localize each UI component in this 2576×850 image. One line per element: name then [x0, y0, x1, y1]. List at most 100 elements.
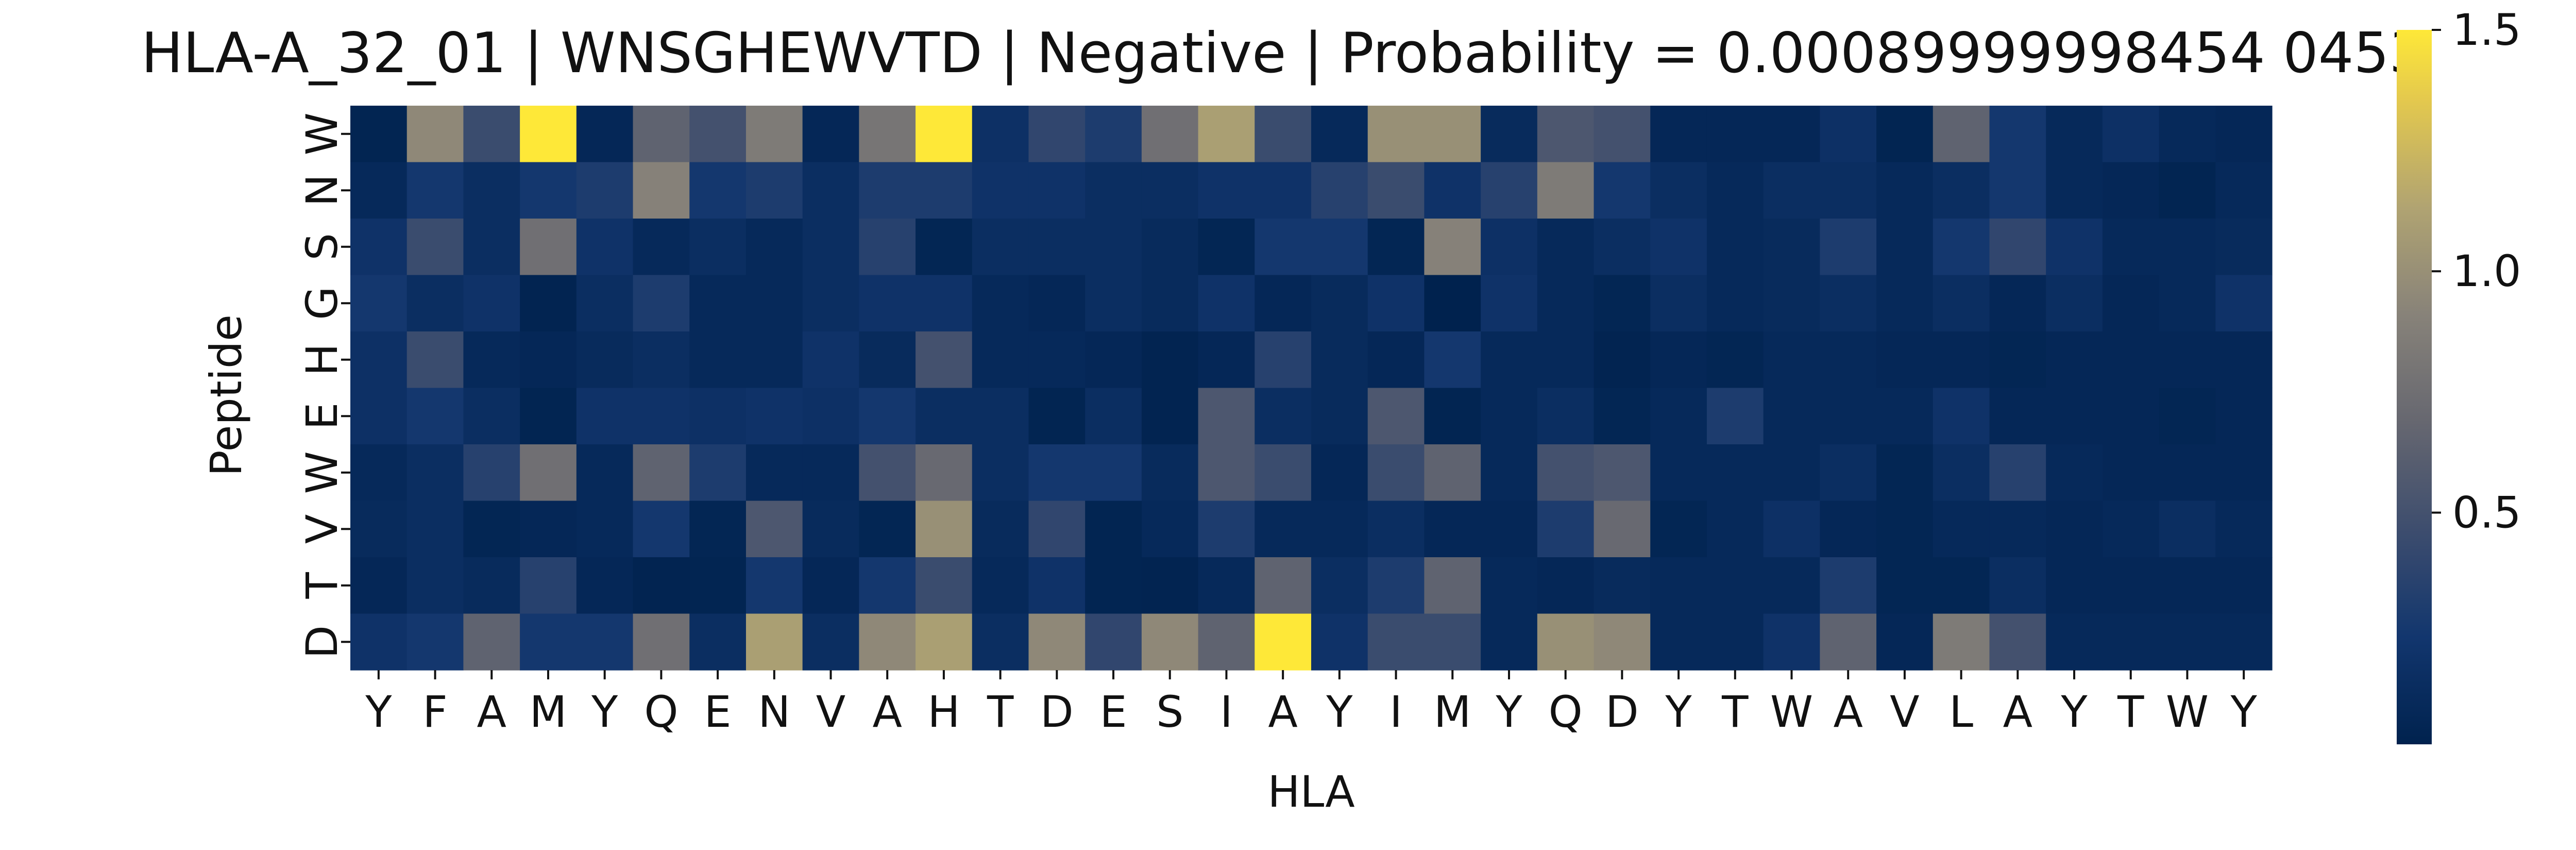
heatmap-cell	[350, 106, 408, 163]
heatmap-cell	[1141, 106, 1199, 163]
heatmap-cell	[1028, 501, 1086, 558]
heatmap-cell	[1085, 444, 1142, 502]
heatmap-cell	[1028, 557, 1086, 614]
heatmap-cell	[633, 106, 690, 163]
heatmap-cell	[1989, 162, 2046, 219]
heatmap-cell	[972, 613, 1029, 671]
heatmap-cell	[1763, 388, 1820, 445]
heatmap-cell	[1650, 106, 1707, 163]
heatmap-cell	[689, 275, 747, 332]
heatmap-cell	[2046, 501, 2103, 558]
heatmap-cell	[1594, 275, 1651, 332]
heatmap-cell	[406, 444, 464, 502]
heatmap-cell	[1311, 388, 1368, 445]
heatmap-cell	[2159, 106, 2216, 163]
heatmap-cell	[689, 557, 747, 614]
heatmap-cell	[1989, 501, 2046, 558]
heatmap-cell	[1989, 331, 2046, 389]
heatmap-cell	[802, 106, 859, 163]
heatmap-cell	[1594, 613, 1651, 671]
heatmap-cell	[1989, 613, 2046, 671]
heatmap-cell	[406, 331, 464, 389]
heatmap-cell	[1933, 106, 1990, 163]
heatmap-cell	[1989, 444, 2046, 502]
heatmap-cell	[1424, 331, 1481, 389]
x-tick-label: A	[2003, 687, 2032, 737]
heatmap-cell	[916, 501, 973, 558]
heatmap-cell	[916, 162, 973, 219]
heatmap-cell	[859, 275, 916, 332]
heatmap-cell	[1085, 162, 1142, 219]
heatmap-cell	[916, 613, 973, 671]
heatmap-cell	[802, 331, 859, 389]
heatmap-cell	[1933, 331, 1990, 389]
y-tick-label: D	[297, 625, 347, 659]
heatmap-cell	[1481, 557, 1538, 614]
heatmap-cell	[1820, 219, 1877, 276]
heatmap-cell	[633, 219, 690, 276]
x-tick-label: W	[2166, 687, 2209, 737]
heatmap-cell	[1481, 275, 1538, 332]
heatmap-cell	[1367, 388, 1425, 445]
heatmap-cell	[1763, 557, 1820, 614]
heatmap-cell	[2102, 106, 2160, 163]
heatmap-cell	[2159, 219, 2216, 276]
heatmap-cell	[1198, 106, 1255, 163]
heatmap-cell	[350, 162, 408, 219]
x-tick-label: M	[530, 687, 567, 737]
heatmap-cell	[1876, 444, 1934, 502]
y-tick-label: W	[297, 451, 347, 494]
x-tick-label: E	[1099, 687, 1127, 737]
heatmap-cell	[802, 557, 859, 614]
heatmap-cell	[1706, 501, 1764, 558]
heatmap-cell	[1650, 613, 1707, 671]
heatmap-cell	[1876, 162, 1934, 219]
heatmap-cell	[1650, 557, 1707, 614]
heatmap-cell	[1537, 331, 1595, 389]
heatmap-cell	[745, 162, 803, 219]
heatmap-cell	[2046, 219, 2103, 276]
heatmap-cell	[2102, 331, 2160, 389]
heatmap-cell	[1650, 501, 1707, 558]
heatmap-cell	[2046, 275, 2103, 332]
heatmap-cell	[859, 162, 916, 219]
x-tick-label: Y	[1326, 687, 1353, 737]
heatmap-cell	[745, 331, 803, 389]
heatmap-cell	[1933, 388, 1990, 445]
y-tick-label: H	[297, 343, 347, 376]
heatmap-cell	[689, 106, 747, 163]
heatmap-cell	[520, 219, 577, 276]
heatmap-cell	[2215, 388, 2273, 445]
heatmap-cell	[633, 275, 690, 332]
heatmap-cell	[745, 613, 803, 671]
heatmap-cell	[2102, 557, 2160, 614]
x-tick-label: Y	[2060, 687, 2088, 737]
heatmap-cell	[689, 388, 747, 445]
colorbar-tick-label: 1.0	[2452, 246, 2521, 296]
heatmap-cell	[745, 106, 803, 163]
heatmap-cell	[520, 557, 577, 614]
y-tick-label: G	[297, 287, 347, 320]
heatmap-cell	[2215, 219, 2273, 276]
heatmap-cell	[576, 501, 634, 558]
heatmap-cell	[1481, 444, 1538, 502]
heatmap-cell	[802, 501, 859, 558]
x-tick-label: T	[1721, 687, 1749, 737]
heatmap-cell	[2215, 501, 2273, 558]
x-tick-label: V	[816, 687, 845, 737]
heatmap-cell	[1989, 106, 2046, 163]
heatmap-cell	[1085, 275, 1142, 332]
x-tick-label: H	[927, 687, 960, 737]
heatmap-cell	[1424, 444, 1481, 502]
heatmap-cell	[576, 388, 634, 445]
heatmap-cell	[1763, 613, 1820, 671]
heatmap-cell	[463, 501, 520, 558]
heatmap-cell	[1198, 613, 1255, 671]
heatmap-cell	[1537, 162, 1595, 219]
y-tick-label: T	[297, 572, 347, 599]
heatmap-cell	[1706, 331, 1764, 389]
heatmap-cell	[350, 219, 408, 276]
x-tick-label: L	[1949, 687, 1973, 737]
heatmap-cell	[2215, 106, 2273, 163]
